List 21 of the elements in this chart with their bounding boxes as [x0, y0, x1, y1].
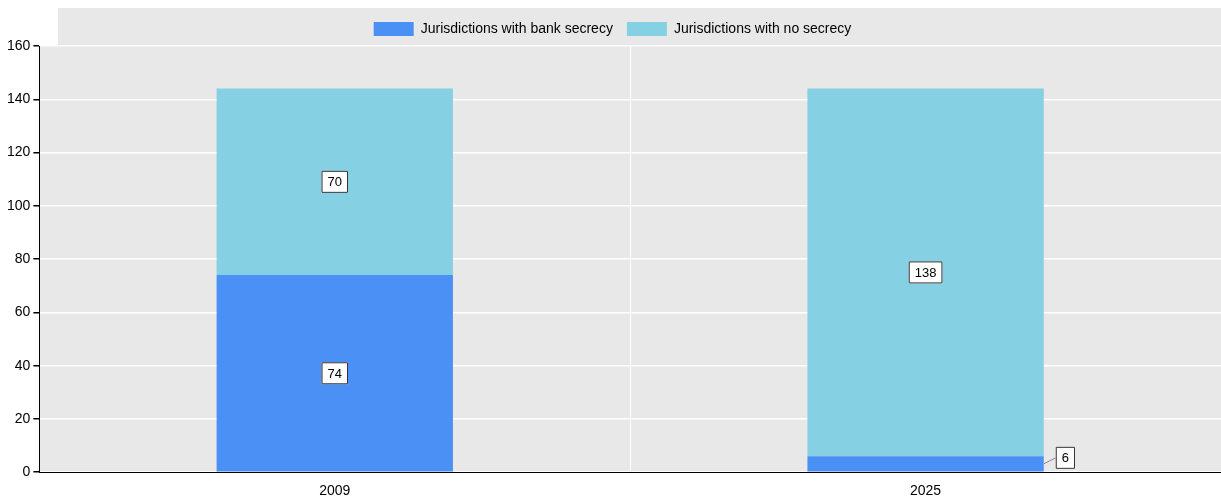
y-tick-label: 140	[7, 90, 31, 107]
data-label: 138	[914, 265, 937, 280]
y-tick-label: 120	[7, 143, 31, 160]
data-label: 74	[327, 365, 342, 381]
y-tick-label: 0	[22, 463, 31, 480]
y-tick-label: 60	[14, 303, 31, 320]
bar	[216, 275, 453, 472]
y-tick-label: 40	[14, 356, 31, 373]
y-tick-label: 100	[7, 196, 31, 213]
bar	[216, 88, 453, 276]
x-tick-label: 2009	[319, 482, 351, 499]
legend-label: Jurisdictions with no secrecy	[673, 19, 852, 36]
data-label: 6	[1061, 450, 1069, 466]
y-tick-label: 20	[14, 409, 31, 426]
y-tick-label: 160	[7, 36, 31, 53]
data-label: 70	[327, 174, 342, 190]
x-tick-label: 2025	[910, 482, 942, 499]
bar	[807, 88, 1044, 457]
y-tick-label: 80	[14, 249, 31, 266]
legend-label: Jurisdictions with bank secrecy	[420, 19, 613, 36]
bar	[807, 456, 1044, 472]
